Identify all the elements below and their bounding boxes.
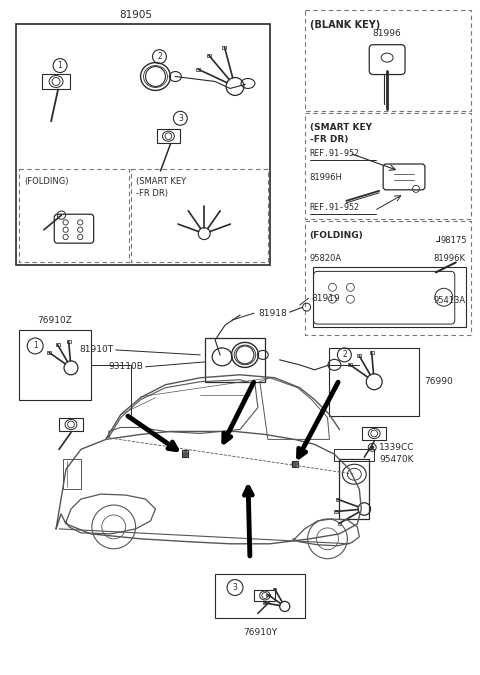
Bar [335, 450, 374, 461]
Bar [223, 46, 227, 49]
Text: 1: 1 [58, 61, 62, 70]
Bar [59, 418, 83, 431]
Bar [196, 68, 200, 71]
Bar [19, 330, 91, 400]
Bar [312, 267, 466, 327]
Text: (FOLDING): (FOLDING) [24, 177, 69, 186]
Text: 81910T: 81910T [80, 346, 114, 354]
Bar [263, 601, 266, 604]
Text: 95470K: 95470K [379, 455, 414, 464]
Text: 81996K: 81996K [434, 254, 466, 263]
Bar [357, 354, 361, 357]
Bar [47, 351, 51, 354]
Bar [362, 427, 386, 440]
Bar [19, 169, 129, 263]
Bar [215, 574, 305, 618]
Text: 81918: 81918 [258, 308, 287, 318]
Bar [339, 459, 369, 519]
Text: 81905: 81905 [119, 10, 152, 20]
Bar [156, 130, 180, 143]
Text: (BLANK KEY): (BLANK KEY) [310, 20, 380, 30]
Bar [338, 522, 341, 524]
Bar [305, 221, 471, 335]
Bar [254, 589, 276, 601]
Text: REF.91-952: REF.91-952 [310, 202, 360, 212]
Bar [348, 363, 352, 366]
Text: -FR DR): -FR DR) [136, 189, 168, 198]
Bar [329, 348, 419, 416]
Text: 81996H: 81996H [310, 173, 342, 182]
Circle shape [292, 461, 298, 467]
Bar [305, 10, 471, 111]
Text: (FOLDING): (FOLDING) [310, 231, 363, 240]
Text: 2: 2 [342, 350, 347, 359]
Bar [63, 459, 81, 489]
Text: REF.91-952: REF.91-952 [310, 149, 360, 158]
Bar [42, 74, 70, 90]
Text: 81919: 81919 [312, 294, 340, 302]
Circle shape [182, 452, 188, 457]
Text: 1: 1 [33, 342, 37, 350]
Text: 98175: 98175 [441, 236, 468, 245]
Text: 81996: 81996 [373, 29, 401, 38]
Text: (SMART KEY: (SMART KEY [310, 124, 372, 132]
Bar [334, 510, 337, 513]
Text: 76910Z: 76910Z [37, 316, 72, 325]
Text: 76990: 76990 [424, 377, 453, 386]
Text: 3: 3 [233, 583, 238, 592]
Text: (SMART KEY: (SMART KEY [136, 177, 186, 186]
Bar [370, 350, 373, 354]
Bar [205, 338, 265, 382]
Circle shape [371, 446, 374, 449]
Text: 93110B: 93110B [108, 362, 144, 371]
Text: 1339CC: 1339CC [379, 443, 415, 452]
Text: 3: 3 [178, 114, 183, 123]
Bar [56, 343, 60, 346]
Bar [16, 24, 270, 265]
Bar [67, 340, 71, 343]
Bar [266, 593, 270, 596]
Bar [182, 450, 188, 457]
Bar [273, 588, 276, 590]
Text: 76910Y: 76910Y [243, 628, 277, 637]
Bar [336, 498, 339, 501]
Bar [305, 113, 471, 219]
Text: 95820A: 95820A [310, 254, 342, 263]
Bar [207, 54, 211, 57]
Text: -FR DR): -FR DR) [310, 135, 348, 144]
Bar [292, 461, 298, 467]
Bar [131, 169, 268, 263]
Text: 95413A: 95413A [433, 296, 466, 304]
Text: 2: 2 [157, 52, 162, 61]
